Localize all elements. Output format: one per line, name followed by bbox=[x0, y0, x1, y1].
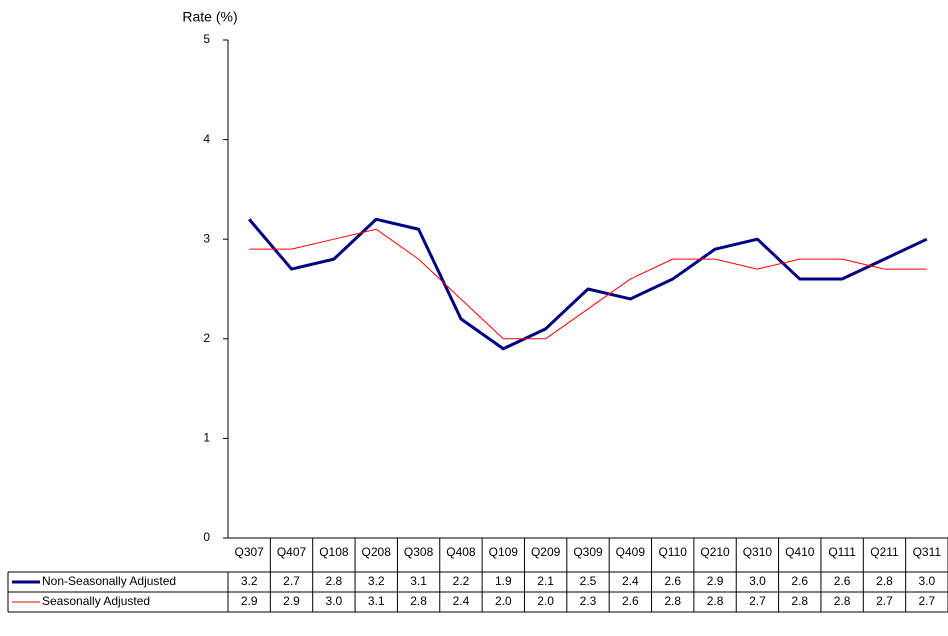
table-value: 2.2 bbox=[453, 574, 470, 588]
table-value: 2.8 bbox=[876, 574, 893, 588]
y-tick-label: 1 bbox=[203, 431, 210, 445]
x-tick-label: Q407 bbox=[277, 545, 307, 559]
x-tick-label: Q110 bbox=[658, 545, 687, 559]
table-value: 2.7 bbox=[283, 574, 300, 588]
x-tick-label: Q108 bbox=[319, 545, 349, 559]
legend-label: Non-Seasonally Adjusted bbox=[42, 574, 176, 588]
table-value: 3.2 bbox=[241, 574, 258, 588]
table-value: 2.3 bbox=[580, 594, 597, 608]
x-tick-label: Q410 bbox=[785, 545, 815, 559]
y-tick-label: 2 bbox=[203, 331, 210, 345]
table-value: 2.4 bbox=[453, 594, 470, 608]
table-value: 3.0 bbox=[918, 574, 935, 588]
table-value: 3.2 bbox=[368, 574, 385, 588]
table-value: 2.6 bbox=[834, 574, 851, 588]
table-value: 3.1 bbox=[368, 594, 385, 608]
table-value: 2.8 bbox=[326, 574, 343, 588]
x-tick-label: Q208 bbox=[362, 545, 392, 559]
table-value: 2.5 bbox=[580, 574, 597, 588]
table-value: 2.6 bbox=[622, 594, 639, 608]
table-value: 2.9 bbox=[707, 574, 724, 588]
table-value: 2.4 bbox=[622, 574, 639, 588]
table-value: 2.9 bbox=[283, 594, 300, 608]
x-tick-label: Q307 bbox=[234, 545, 264, 559]
x-tick-label: Q211 bbox=[870, 545, 899, 559]
x-tick-label: Q209 bbox=[531, 545, 561, 559]
table-value: 2.7 bbox=[749, 594, 766, 608]
table-value: 3.0 bbox=[749, 574, 766, 588]
x-tick-label: Q309 bbox=[573, 545, 603, 559]
table-value: 2.8 bbox=[410, 594, 427, 608]
y-tick-label: 5 bbox=[203, 32, 210, 46]
y-axis-label: Rate (%) bbox=[182, 9, 237, 25]
table-value: 2.8 bbox=[791, 594, 808, 608]
x-tick-label: Q310 bbox=[743, 545, 773, 559]
table-value: 2.7 bbox=[876, 594, 893, 608]
table-value: 2.0 bbox=[537, 594, 554, 608]
x-tick-label: Q111 bbox=[828, 545, 856, 559]
y-tick-label: 3 bbox=[203, 231, 210, 245]
series-line bbox=[248, 217, 928, 351]
x-tick-label: Q311 bbox=[913, 545, 942, 559]
table-value: 2.6 bbox=[791, 574, 808, 588]
table-value: 3.1 bbox=[410, 574, 427, 588]
table-value: 2.0 bbox=[495, 594, 512, 608]
legend-label: Seasonally Adjusted bbox=[42, 594, 150, 608]
x-tick-label: Q408 bbox=[446, 545, 476, 559]
table-value: 2.9 bbox=[241, 594, 258, 608]
y-tick-label: 0 bbox=[203, 530, 210, 544]
x-tick-label: Q409 bbox=[616, 545, 646, 559]
table-value: 2.8 bbox=[834, 594, 851, 608]
table-value: 2.1 bbox=[537, 574, 554, 588]
table-value: 3.0 bbox=[326, 594, 343, 608]
table-value: 2.6 bbox=[664, 574, 681, 588]
table-value: 1.9 bbox=[495, 574, 512, 588]
x-tick-label: Q109 bbox=[489, 545, 519, 559]
series-line bbox=[249, 228, 927, 340]
x-tick-label: Q308 bbox=[404, 545, 434, 559]
table-value: 2.7 bbox=[918, 594, 935, 608]
table-value: 2.8 bbox=[664, 594, 681, 608]
y-tick-label: 4 bbox=[203, 132, 210, 146]
x-tick-label: Q210 bbox=[700, 545, 730, 559]
table-value: 2.8 bbox=[707, 594, 724, 608]
